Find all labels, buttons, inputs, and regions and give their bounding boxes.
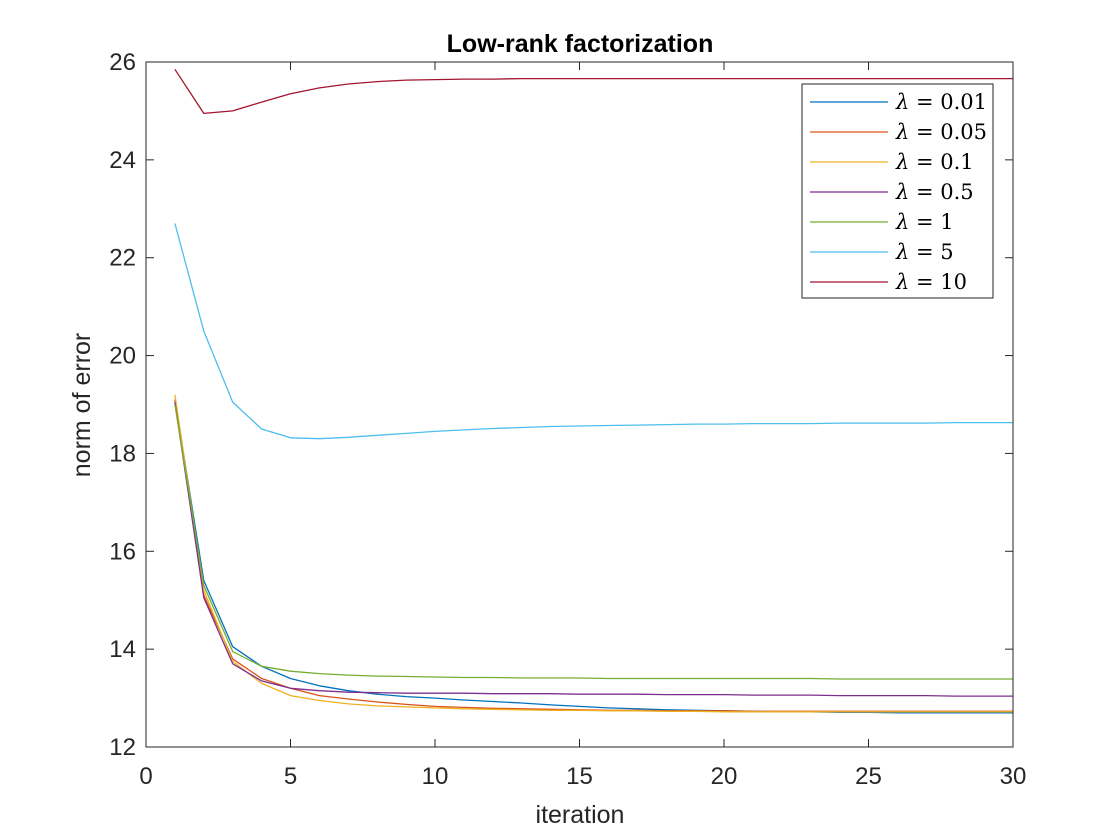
legend-value: = 0.05 [909,120,987,144]
y-axis-ticks: 12 14 16 18 20 22 24 26 [109,49,1013,761]
legend-lambda-symbol: λ [895,240,909,264]
chart-title: Low-rank factorization [447,30,714,58]
legend-value: = 0.1 [909,150,973,174]
y-tick-label: 20 [109,343,136,370]
x-axis-label: iteration [536,801,625,829]
y-tick-label: 18 [109,440,136,467]
series-line-4 [174,404,1013,680]
x-tick-label: 20 [711,763,738,790]
legend-lambda-symbol: λ [895,120,909,144]
legend-entry-2: λ = 0.1 [895,150,974,174]
legend-value: = 0.01 [909,90,987,114]
legend-entry-6: λ = 10 [895,270,967,294]
legend-entry-4: λ = 1 [895,210,954,234]
legend-entry-3: λ = 0.5 [895,180,974,204]
y-axis-label: norm of error [68,333,96,477]
x-tick-label: 30 [1000,763,1027,790]
legend-value: = 1 [909,210,953,234]
y-tick-label: 16 [109,538,136,565]
x-tick-label: 10 [422,763,449,790]
legend-entry-0: λ = 0.01 [895,90,987,114]
legend-lambda-symbol: λ [895,210,909,234]
y-tick-label: 24 [109,147,136,174]
y-tick-label: 14 [109,636,136,663]
x-tick-label: 0 [139,763,152,790]
series-line-2 [174,394,1013,713]
legend-value: = 0.5 [909,180,973,204]
series-lines [174,68,1013,714]
legend-box [801,83,994,299]
x-tick-label: 5 [284,763,297,790]
legend-value: = 10 [909,270,967,294]
legend-lambda-symbol: λ [895,270,909,294]
legend-lambda-symbol: λ [895,180,909,204]
x-axis-ticks: 0 5 10 15 20 25 30 [139,62,1026,790]
series-line-6 [174,68,1013,115]
series-line-5 [174,223,1013,440]
legend-entry-1: λ = 0.05 [895,120,987,144]
legend-lambda-symbol: λ [895,90,909,114]
series-line-3 [174,402,1013,697]
x-tick-label: 15 [566,763,593,790]
y-tick-label: 22 [109,245,136,272]
legend: λ = 0.01λ = 0.05λ = 0.1λ = 0.5λ = 1λ = 5… [801,83,994,299]
y-tick-label: 26 [109,49,136,76]
y-tick-label: 12 [109,734,136,761]
legend-value: = 5 [909,240,953,264]
legend-lambda-symbol: λ [895,150,909,174]
x-tick-label: 25 [855,763,882,790]
legend-entry-5: λ = 5 [895,240,954,264]
